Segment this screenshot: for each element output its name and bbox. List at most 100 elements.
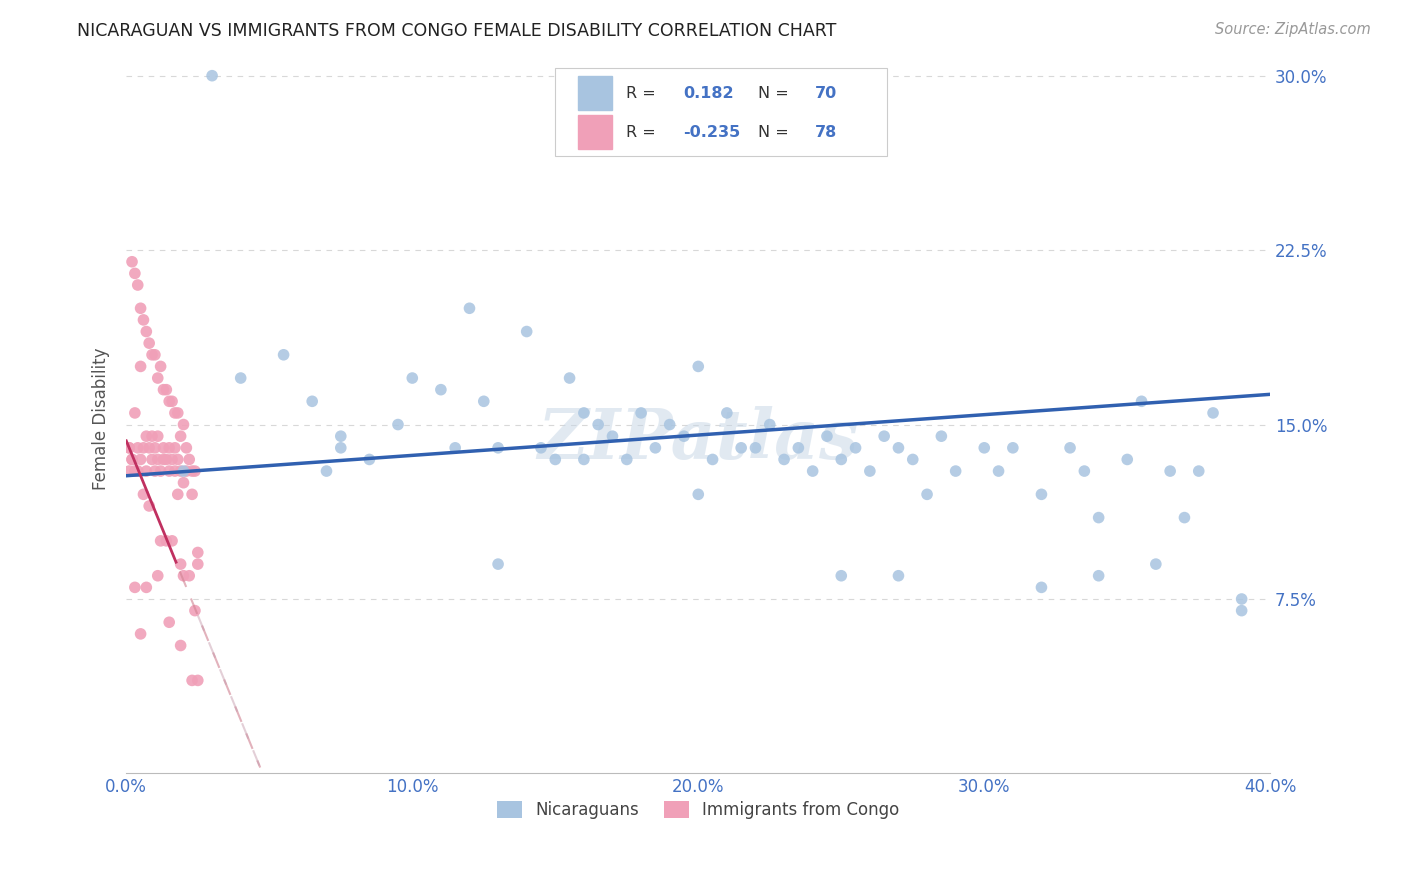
Point (127, 278, 149, 293)
Point (572, 452, 595, 467)
Point (146, 452, 169, 467)
FancyBboxPatch shape (578, 76, 613, 111)
Point (135, 325, 157, 339)
Point (121, 254, 143, 268)
Point (787, 441, 810, 455)
Point (152, 452, 174, 467)
Point (329, 429, 352, 443)
Point (179, 452, 201, 467)
Point (127, 464, 149, 478)
Point (359, 452, 381, 467)
Point (163, 406, 186, 420)
Point (179, 568, 201, 582)
Point (155, 533, 177, 548)
Point (730, 441, 752, 455)
Point (187, 673, 209, 688)
Point (149, 359, 172, 374)
Point (444, 441, 467, 455)
Point (486, 441, 509, 455)
Point (630, 406, 652, 420)
Point (458, 301, 481, 316)
Point (387, 417, 409, 432)
Point (124, 406, 146, 420)
Point (229, 371, 252, 385)
Point (173, 475, 195, 490)
Point (176, 441, 198, 455)
Point (149, 464, 172, 478)
Point (129, 452, 152, 467)
Point (586, 417, 609, 432)
Point (121, 452, 143, 467)
Point (129, 359, 152, 374)
Point (1059, 441, 1081, 455)
Point (124, 580, 146, 594)
Point (135, 464, 157, 478)
Point (472, 394, 495, 409)
Point (132, 313, 155, 327)
Point (181, 464, 204, 478)
Point (181, 487, 204, 501)
Point (143, 464, 166, 478)
Point (401, 371, 423, 385)
Point (146, 429, 169, 443)
Point (184, 464, 207, 478)
Point (155, 383, 177, 397)
Point (315, 464, 337, 478)
Text: 70: 70 (815, 86, 837, 101)
Point (132, 441, 155, 455)
Y-axis label: Female Disability: Female Disability (93, 348, 110, 490)
Point (901, 452, 924, 467)
Point (169, 464, 191, 478)
Point (430, 383, 453, 397)
Point (329, 441, 352, 455)
Point (658, 417, 681, 432)
Point (558, 371, 581, 385)
Point (160, 452, 183, 467)
Text: -0.235: -0.235 (683, 125, 741, 140)
Text: ZIPatlas: ZIPatlas (537, 406, 859, 474)
Point (873, 429, 896, 443)
Point (127, 441, 149, 455)
Point (773, 452, 796, 467)
Point (973, 441, 995, 455)
Text: R =: R = (626, 125, 657, 140)
Point (688, 359, 710, 374)
Point (887, 568, 910, 582)
Point (758, 417, 780, 432)
Text: R =: R = (626, 86, 661, 101)
Point (169, 429, 191, 443)
Point (152, 441, 174, 455)
Point (744, 441, 766, 455)
Point (173, 417, 195, 432)
Point (121, 452, 143, 467)
Point (141, 429, 163, 443)
Text: 78: 78 (815, 125, 837, 140)
Point (141, 452, 163, 467)
Point (146, 568, 169, 582)
Point (1087, 510, 1109, 524)
Text: N =: N = (758, 125, 789, 140)
Point (149, 533, 172, 548)
Point (160, 394, 183, 409)
Point (129, 301, 152, 316)
Point (516, 325, 538, 339)
Point (163, 464, 186, 478)
Point (1073, 464, 1095, 478)
Point (166, 452, 188, 467)
FancyBboxPatch shape (578, 115, 613, 149)
Point (544, 452, 567, 467)
Point (181, 673, 204, 688)
Point (1159, 464, 1181, 478)
Point (118, 441, 141, 455)
Point (572, 406, 595, 420)
Point (716, 406, 738, 420)
Point (187, 545, 209, 559)
Point (1001, 441, 1024, 455)
Point (859, 464, 882, 478)
Point (702, 452, 724, 467)
Point (143, 348, 166, 362)
FancyBboxPatch shape (555, 68, 887, 156)
Point (160, 533, 183, 548)
Point (173, 568, 195, 582)
Point (1230, 604, 1253, 618)
